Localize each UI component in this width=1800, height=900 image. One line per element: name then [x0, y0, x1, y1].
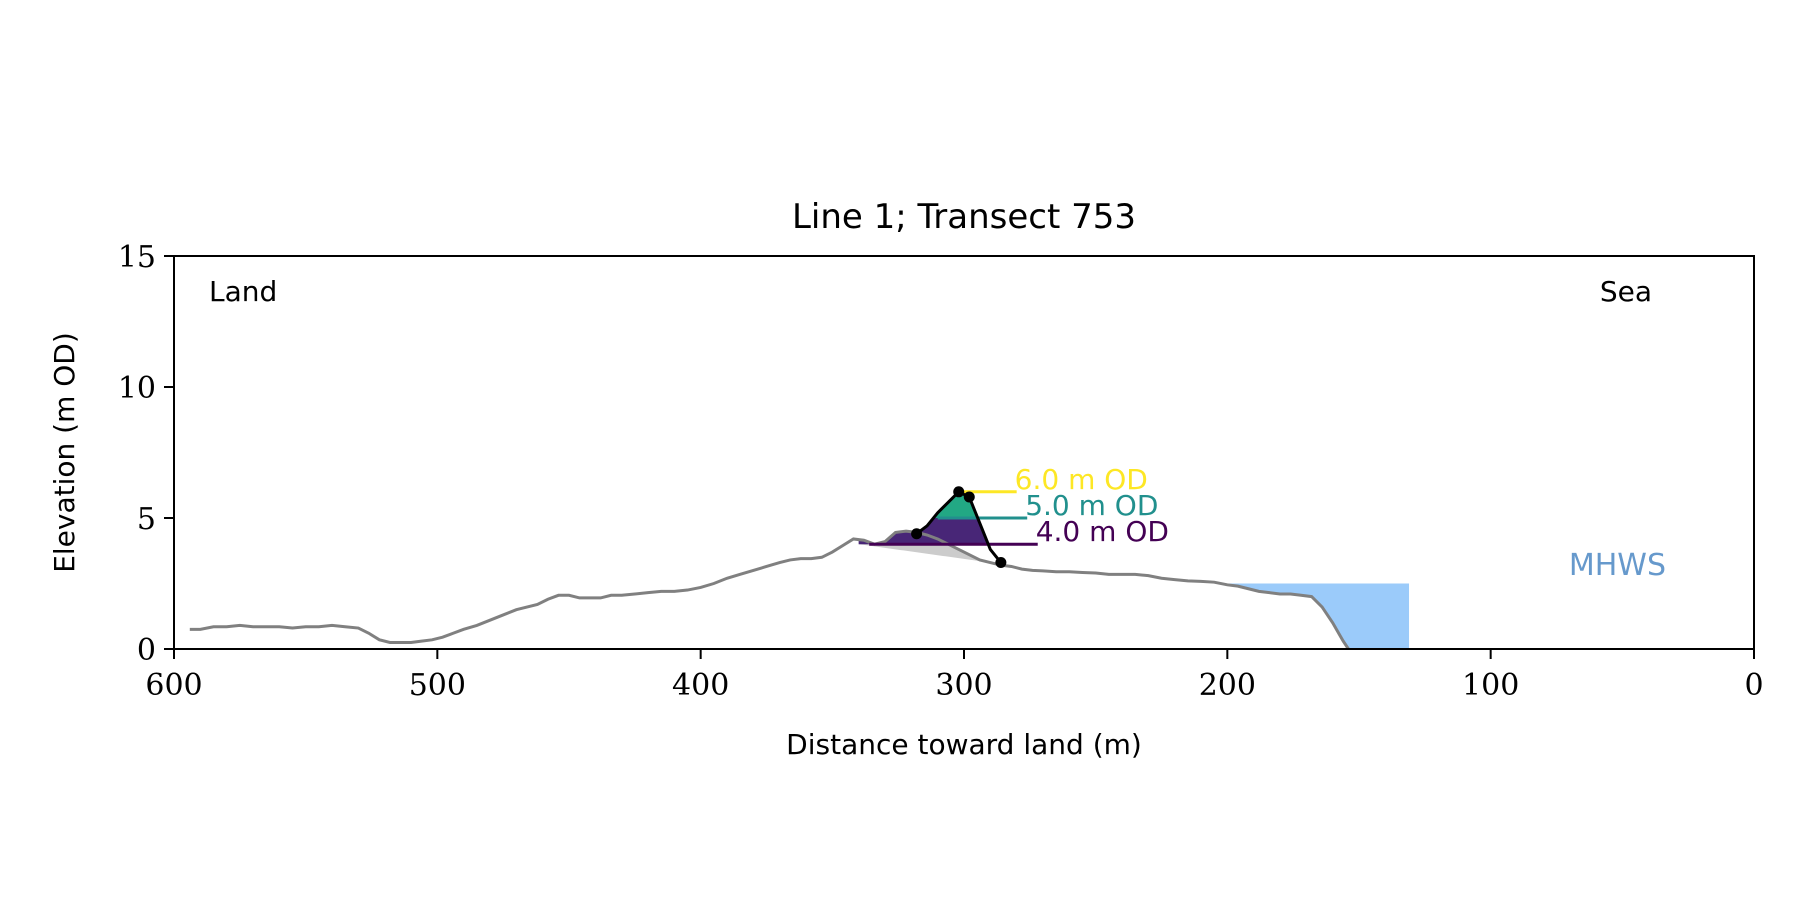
- band-label-2: 6.0 m OD: [1015, 463, 1148, 496]
- x-tick-label-5: 100: [1462, 668, 1519, 703]
- crest-marker-3: [995, 557, 1007, 569]
- x-tick-label-2: 400: [672, 668, 729, 703]
- y-tick-label-3: 15: [118, 240, 156, 275]
- crest-marker-0: [911, 528, 923, 540]
- lines-layer: 4.0 m OD5.0 m OD6.0 m OD: [189, 463, 1350, 650]
- band-fill-4-5: [858, 518, 988, 545]
- crest-marker-2: [963, 491, 975, 503]
- mhws-label: MHWS: [1569, 548, 1666, 583]
- plot-frame: [173, 255, 1755, 650]
- profile-line: [189, 529, 1350, 650]
- x-axis-label: Distance toward land (m): [786, 728, 1142, 761]
- chart-title: Line 1; Transect 753: [792, 197, 1136, 237]
- band-label-0: 4.0 m OD: [1036, 515, 1169, 548]
- x-tick-label-3: 300: [935, 668, 992, 703]
- crest-marker-1: [953, 486, 965, 498]
- y-tick-label-2: 10: [118, 371, 156, 406]
- land-corner-label: Land: [209, 275, 277, 308]
- markers-layer: [911, 486, 1007, 569]
- axes-layer: 600 500 400 300 200 100 0 0 5 10 15: [118, 240, 1764, 703]
- y-tick-label-1: 5: [137, 502, 156, 537]
- x-tick-label-1: 500: [409, 668, 466, 703]
- band-label-1: 5.0 m OD: [1025, 489, 1158, 522]
- x-tick-label-4: 200: [1199, 668, 1256, 703]
- y-tick-label-0: 0: [137, 633, 156, 668]
- x-tick-label-0: 600: [145, 668, 202, 703]
- x-tick-label-6: 0: [1744, 668, 1763, 703]
- mhws-water-fill: [1227, 583, 1410, 649]
- sea-corner-label: Sea: [1600, 275, 1652, 308]
- y-axis-label: Elevation (m OD): [48, 332, 81, 573]
